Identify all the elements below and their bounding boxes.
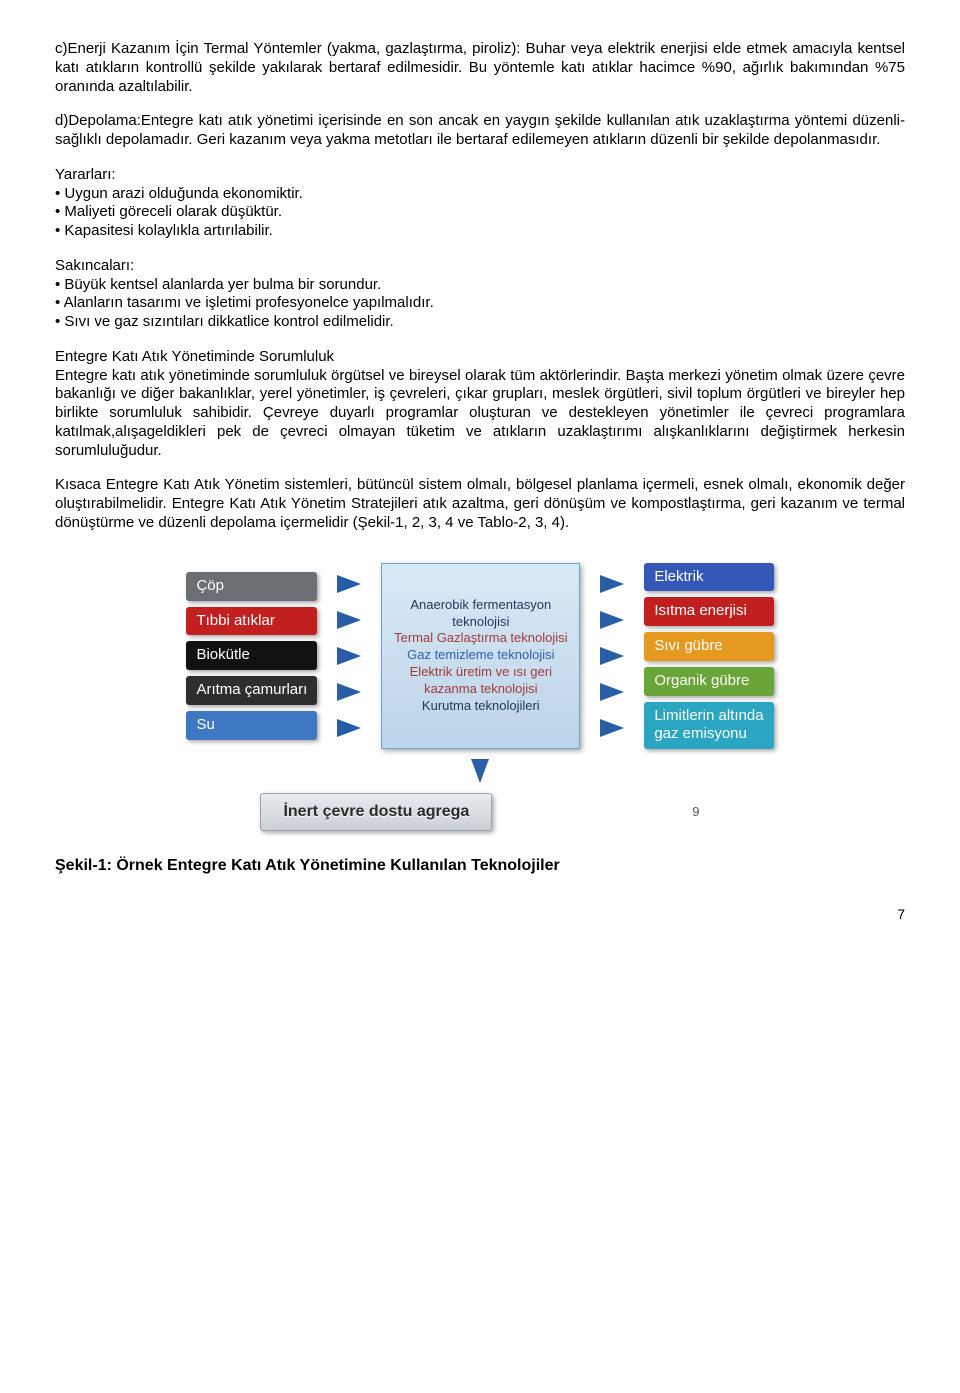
diagram-center-line: Termal Gazlaştırma teknolojisi (388, 630, 573, 647)
diagram-output-box: Sıvı gübre (644, 632, 773, 661)
arrow-column-left (337, 563, 361, 750)
arrow-right-icon (600, 683, 624, 701)
diagram-center-line: Kurutma teknolojileri (388, 698, 573, 715)
diagram-input-box: Tıbbi atıklar (186, 607, 317, 636)
benefits-block: Yararları: • Uygun arazi olduğunda ekono… (55, 166, 905, 241)
responsibility-block: Entegre Katı Atık Yönetiminde Sorumluluk… (55, 348, 905, 461)
diagram-input-box: Su (186, 711, 317, 740)
arrow-right-icon (337, 719, 361, 737)
benefits-label: Yararları: (55, 166, 116, 183)
diagram-outputs-column: Elektrik Isıtma enerjisi Sıvı gübre Organik… (644, 563, 773, 750)
diagram-input-box: Çöp (186, 572, 317, 601)
diagram-center-line: Anaerobik fermentasyon teknolojisi (388, 597, 573, 631)
diagram-output-box: Elektrik (644, 563, 773, 592)
arrow-right-icon (337, 575, 361, 593)
paragraph-c: c)Enerji Kazanım İçin Termal Yöntemler (… (55, 40, 905, 96)
arrow-right-icon (337, 683, 361, 701)
drawbacks-block: Sakıncaları: • Büyük kentsel alanlarda y… (55, 257, 905, 332)
arrow-right-icon (600, 719, 624, 737)
arrow-right-icon (600, 611, 624, 629)
arrow-right-icon (337, 611, 361, 629)
diagram-center-box: Anaerobik fermentasyon teknolojisiTermal… (381, 563, 580, 750)
benefit-item: • Maliyeti göreceli olarak düşüktür. (55, 203, 905, 222)
diagram-center-line: Gaz temizleme teknolojisi (388, 647, 573, 664)
flow-diagram: Çöp Tıbbi atıklar Biokütle Arıtma çamurları… (55, 563, 905, 832)
responsibility-text: Entegre katı atık yönetiminde sorumluluk… (55, 367, 905, 459)
summary-paragraph: Kısaca Entegre Katı Atık Yönetim sisteml… (55, 476, 905, 532)
diagram-bottom-box: İnert çevre dostu agrega (260, 793, 492, 831)
diagram-input-box: Biokütle (186, 641, 317, 670)
diagram-output-box: Organik gübre (644, 667, 773, 696)
diagram-output-box: Isıtma enerjisi (644, 597, 773, 626)
slide-number: 9 (692, 804, 699, 820)
benefit-item: • Kapasitesi kolaylıkla artırılabilir. (55, 222, 905, 241)
diagram-center-line: Elektrik üretim ve ısı geri kazanma tekn… (388, 664, 573, 698)
diagram-input-box: Arıtma çamurları (186, 676, 317, 705)
diagram-inputs-column: Çöp Tıbbi atıklar Biokütle Arıtma çamurları… (186, 563, 317, 750)
responsibility-title: Entegre Katı Atık Yönetiminde Sorumluluk (55, 348, 334, 365)
drawback-item: • Alanların tasarımı ve işletimi profesy… (55, 294, 905, 313)
arrow-right-icon (600, 575, 624, 593)
figure-caption: Şekil-1: Örnek Entegre Katı Atık Yönetim… (55, 856, 905, 876)
diagram-output-box: Limitlerin altında gaz emisyonu (644, 702, 773, 750)
arrow-down-icon (471, 759, 489, 783)
drawbacks-label: Sakıncaları: (55, 257, 134, 274)
page-number: 7 (55, 906, 905, 924)
drawback-item: • Büyük kentsel alanlarda yer bulma bir … (55, 276, 905, 295)
paragraph-d: d)Depolama:Entegre katı atık yönetimi iç… (55, 112, 905, 150)
arrow-column-right (600, 563, 624, 750)
benefit-item: • Uygun arazi olduğunda ekonomiktir. (55, 185, 905, 204)
drawback-item: • Sıvı ve gaz sızıntıları dikkatlice kon… (55, 313, 905, 332)
arrow-right-icon (600, 647, 624, 665)
arrow-right-icon (337, 647, 361, 665)
